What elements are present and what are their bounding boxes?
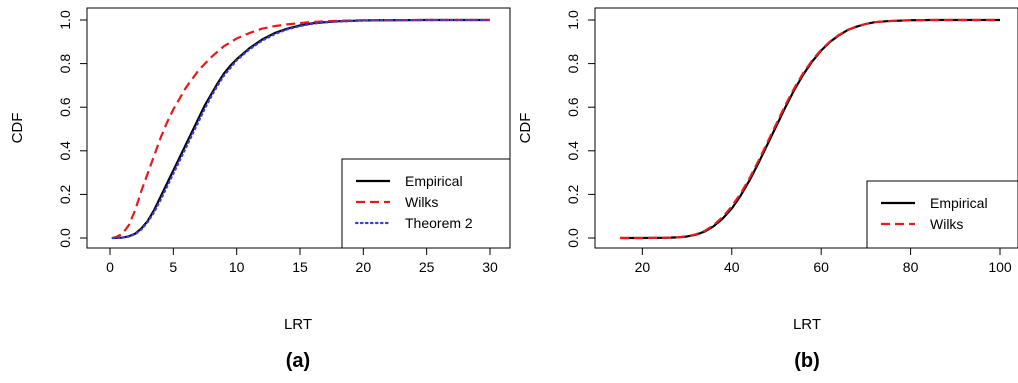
- panel-label: (a): [286, 350, 310, 372]
- legend: Empirical Wilks: [866, 180, 1018, 249]
- y-tick-label: 0.8: [57, 54, 73, 74]
- y-axis: 0.0 0.2 0.4 0.6 0.8 1.0: [57, 10, 88, 248]
- series-line-wilks: [620, 18, 1000, 240]
- x-tick-label: 20: [356, 259, 372, 275]
- y-tick-label: 0.2: [565, 184, 581, 204]
- series-line-theorem-2: [111, 18, 492, 240]
- legend-box: [341, 158, 511, 249]
- series-line-wilks: [112, 18, 490, 240]
- panel-label: (b): [794, 350, 820, 372]
- x-axis: 20 40 60 80 100: [635, 247, 1012, 275]
- legend-label: Wilks: [405, 194, 438, 210]
- y-tick-label: 0.4: [57, 141, 73, 161]
- y-axis-label: CDF: [9, 113, 26, 144]
- x-tick-label: 20: [635, 259, 651, 275]
- legend-label: Wilks: [930, 216, 963, 232]
- y-tick-label: 0.6: [565, 97, 581, 117]
- y-tick-label: 0.0: [57, 228, 73, 248]
- x-axis-label: LRT: [793, 316, 821, 333]
- series-lines: [620, 18, 1000, 240]
- chart-panel-a: 0 5 10 15 20 25 30 0.00.20.40.60.81.0 LRT CDF …: [9, 7, 511, 372]
- x-tick-label: 10: [229, 259, 245, 275]
- chart-panel-b: 20 40 60 80 100 0.0 0.2 0.4 0.6 0.8 1.0 LRT CDF (…: [517, 7, 1018, 372]
- legend-label: Theorem 2: [405, 215, 473, 231]
- x-tick-label: 5: [169, 259, 177, 275]
- y-tick-label: 0.0: [565, 228, 581, 248]
- y-axis-label: CDF: [517, 113, 534, 144]
- x-axis: 0 5 10 15 20 25 30: [106, 247, 498, 275]
- x-tick-label: 60: [813, 259, 829, 275]
- x-tick-label: 80: [903, 259, 919, 275]
- y-tick-label: 0.8: [565, 54, 581, 74]
- legend-box: [866, 180, 1018, 249]
- y-tick-label: 1.0: [57, 10, 73, 30]
- x-tick-label: 0: [106, 259, 114, 275]
- y-tick-label: 1.0: [565, 10, 581, 30]
- x-tick-label: 40: [724, 259, 740, 275]
- x-tick-label: 15: [292, 259, 308, 275]
- x-tick-label: 25: [419, 259, 435, 275]
- x-tick-label: 30: [482, 259, 498, 275]
- series-lines: [111, 18, 492, 240]
- y-tick-label: 0.6: [57, 97, 73, 117]
- x-axis-label: LRT: [284, 316, 312, 333]
- y-tick-label: 0.4: [565, 141, 581, 161]
- x-tick-label: 100: [988, 259, 1012, 275]
- y-axis: 0.0 0.2 0.4 0.6 0.8 1.0: [565, 10, 596, 248]
- y-tick-label: 0.2: [57, 184, 73, 204]
- legend-label: Empirical: [405, 173, 463, 189]
- legend-label: Empirical: [930, 195, 988, 211]
- legend: Empirical Wilks Theorem 2: [341, 158, 511, 249]
